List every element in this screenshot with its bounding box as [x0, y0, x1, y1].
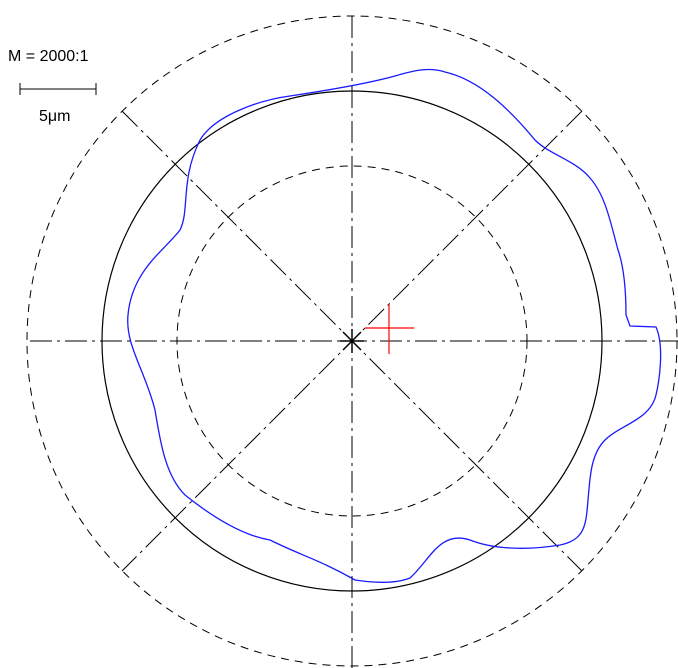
profile-center-marker [365, 304, 414, 354]
scale-bar [19, 83, 97, 95]
magnification-label: M = 2000:1 [8, 48, 89, 65]
center-cross [340, 329, 364, 353]
reference-circle [101, 90, 603, 592]
inner-tolerance-circle [176, 165, 528, 517]
measured-profile [127, 68, 662, 584]
outer-tolerance-circle [26, 15, 678, 667]
scale-bar-label: 5μm [39, 108, 70, 125]
